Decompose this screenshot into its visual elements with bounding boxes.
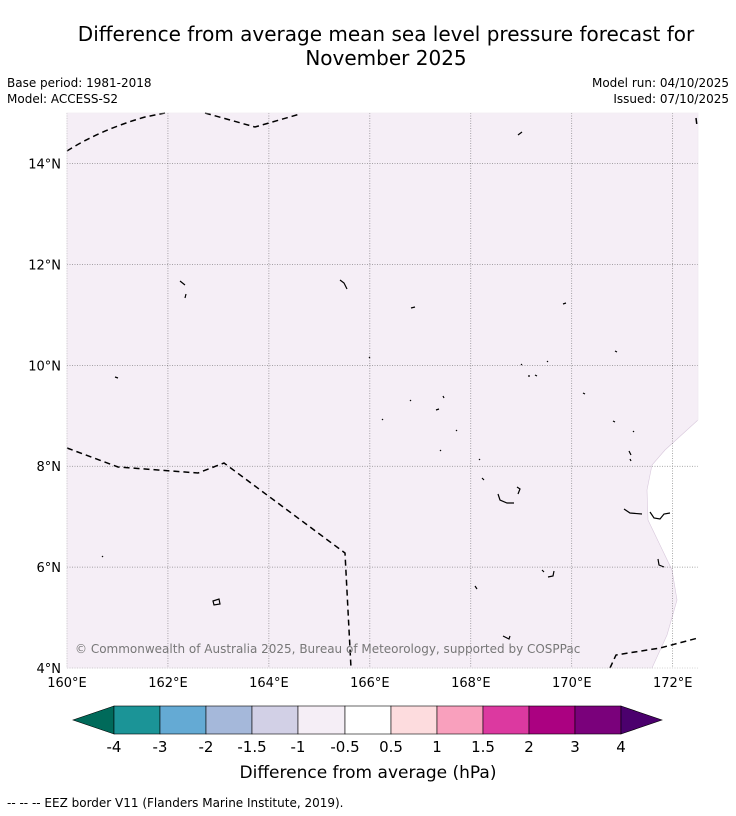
model-name: Model: ACCESS-S2 [7, 92, 119, 106]
island [497, 493, 514, 504]
latitude-label: 10°N [28, 359, 61, 374]
colorbar-extend-low [72, 705, 115, 735]
colorbar-extend-high [620, 705, 663, 735]
colorbar-tick-label: -2 [199, 738, 214, 756]
colorbar-bin [482, 705, 530, 735]
legend-footnote: -- -- -- EEZ border V11 (Flanders Marine… [7, 796, 344, 810]
map-area [66, 112, 699, 669]
longitude-label: 166°E [350, 676, 390, 691]
islands [101, 131, 671, 640]
colorbar-tick-label: 2 [524, 738, 534, 756]
latitude-labels: 14°N 12°N 10°N 8°N 6°N 4°N [28, 157, 61, 677]
longitude-label: 164°E [249, 676, 289, 691]
anomaly-field [66, 112, 699, 669]
longitude-label: 160°E [47, 676, 87, 691]
colorbar-bin [574, 705, 622, 735]
colorbar-tick-label: -1.5 [237, 738, 266, 756]
island [520, 350, 618, 366]
colorbar-bin [344, 705, 392, 735]
island [562, 302, 567, 305]
eez-borders [66, 112, 699, 669]
colorbar-bin [205, 705, 253, 735]
eez-border-north-2 [204, 112, 301, 128]
colorbar-bin [159, 705, 207, 735]
island [502, 635, 511, 640]
copyright-notice: © Commonwealth of Australia 2025, Bureau… [75, 642, 580, 656]
island [517, 131, 523, 136]
colorbar-tick-label: -1 [291, 738, 306, 756]
colorbar [72, 705, 663, 735]
base-period: Base period: 1981-2018 [7, 76, 152, 90]
colorbar-tick-label: -4 [107, 738, 122, 756]
island [409, 392, 586, 402]
island [623, 508, 643, 515]
island [368, 356, 371, 359]
eez-border-northeast [695, 117, 698, 127]
island [481, 477, 521, 495]
latitude-label: 6°N [37, 561, 62, 576]
colorbar-bin [528, 705, 576, 735]
chart-title: Difference from average mean sea level p… [0, 22, 736, 70]
island [381, 408, 616, 423]
meta-right: Model run: 04/10/2025 Issued: 07/10/2025 [592, 75, 729, 107]
colorbar-tick-label: 0.5 [379, 738, 403, 756]
latitude-label: 4°N [37, 662, 62, 677]
colorbar-bin [436, 705, 484, 735]
latitude-label: 8°N [37, 460, 62, 475]
latitude-label: 12°N [28, 258, 61, 273]
meta-left: Base period: 1981-2018 Model: ACCESS-S2 [7, 75, 152, 107]
longitude-label: 172°E [653, 676, 693, 691]
colorbar-tick-label: 1 [432, 738, 442, 756]
island [439, 429, 635, 452]
title-line-2: November 2025 [305, 46, 467, 70]
island [179, 280, 187, 299]
model-run: Model run: 04/10/2025 [591, 76, 729, 90]
island [649, 511, 671, 520]
colorbar-bin [113, 705, 161, 735]
island [547, 570, 555, 578]
colorbar-tick-label: 1.5 [471, 738, 495, 756]
island [101, 555, 545, 573]
colorbar-tick-label: 3 [570, 738, 580, 756]
title-line-1: Difference from average mean sea level p… [77, 22, 695, 46]
island [339, 279, 348, 290]
colorbar-bin [297, 705, 346, 735]
colorbar-title: Difference from average (hPa) [240, 763, 497, 783]
island [474, 585, 478, 590]
colorbar-bin [390, 705, 438, 735]
island [212, 598, 221, 606]
colorbar-bin [251, 705, 299, 735]
island [478, 450, 632, 462]
longitude-label: 170°E [552, 676, 592, 691]
island [528, 374, 538, 377]
colorbar-tick-label: -0.5 [330, 738, 359, 756]
island [410, 306, 416, 309]
island [657, 558, 665, 568]
island [114, 376, 119, 379]
issued-date: Issued: 07/10/2025 [613, 92, 729, 106]
colorbar-tick-labels: -4 -3 -2 -1.5 -1 -0.5 0.5 1 1.5 2 3 4 [107, 738, 626, 756]
eez-border-north [66, 112, 166, 152]
colorbar-tick-label: -3 [153, 738, 168, 756]
latitude-label: 14°N [28, 157, 61, 172]
longitude-labels: 160°E 162°E 164°E 166°E 168°E 170°E 172°E [47, 676, 692, 691]
map-frame [66, 112, 699, 669]
longitude-label: 168°E [451, 676, 491, 691]
eez-border-west [66, 447, 352, 669]
colorbar-tick-label: 4 [616, 738, 626, 756]
longitude-label: 162°E [148, 676, 188, 691]
